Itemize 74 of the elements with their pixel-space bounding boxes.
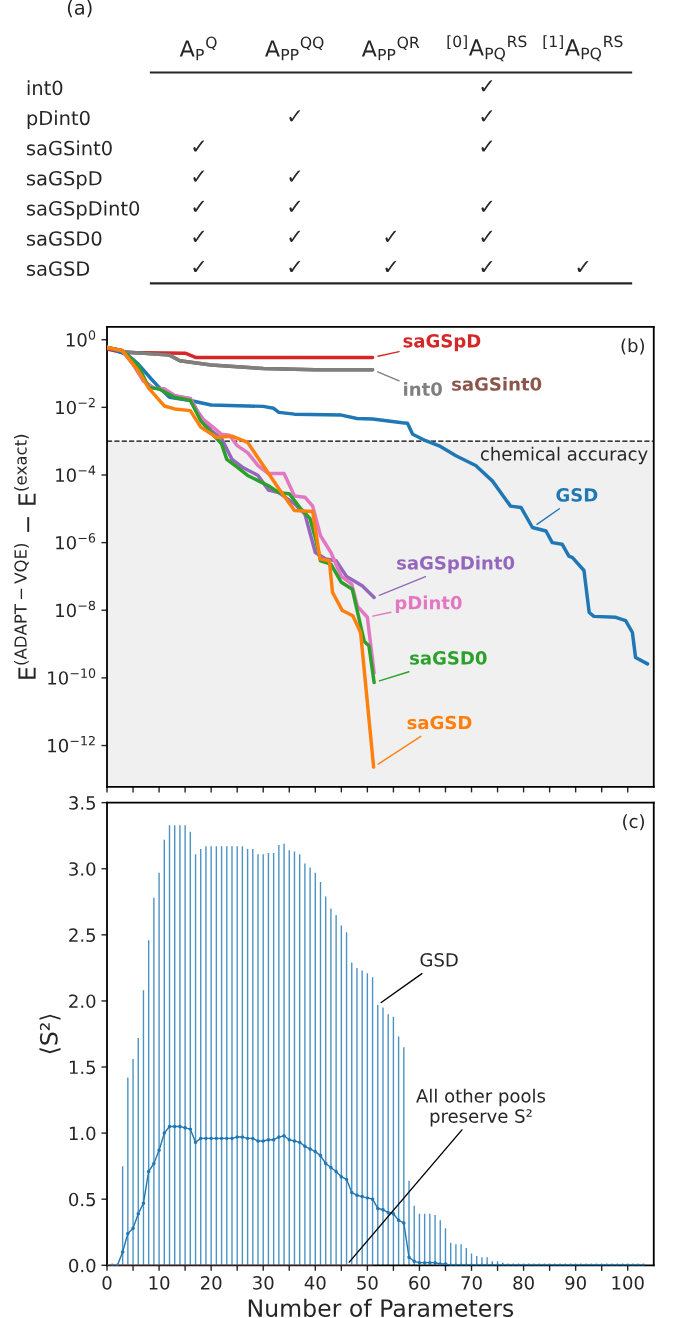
category-label: $^{[1]}$A$_{PQ}$$^{RS}$ [543, 35, 623, 62]
x-tick-label: 70 [461, 1276, 482, 1290]
x-axis-title: Number of Parameters [248, 1298, 514, 1317]
x-tick-label: 20 [200, 1276, 222, 1290]
category-label: pDint0 [27, 110, 90, 130]
text: ✓ [193, 140, 205, 152]
text: ✓ [289, 230, 301, 242]
text: ✓ [289, 200, 301, 212]
text: ✓ [289, 110, 301, 122]
y-tick-label: 2.5 [69, 928, 96, 942]
text: saGSD [407, 715, 472, 730]
ref-line-label: chemical accuracy [480, 446, 648, 465]
x-tick-label: 90 [565, 1276, 586, 1290]
legend-label: int0 [404, 381, 442, 396]
y-tick-label: 0.5 [69, 1192, 96, 1207]
category-label: A$_{P}$$^{Q}$ [179, 36, 217, 61]
text: ✓ [481, 80, 493, 92]
text: (c) [623, 814, 644, 831]
legend-label: pDint0 [395, 595, 462, 614]
y-tick-label: 10$^{−6}$ [56, 533, 96, 550]
text: ✓ [481, 260, 493, 273]
y-tick-label: 1.5 [69, 1060, 96, 1075]
text: (a) [67, 0, 92, 18]
y-tick-label: 2.0 [69, 994, 96, 1009]
y-tick-label: 3.0 [69, 862, 96, 876]
category-label: saGSpD [26, 170, 102, 190]
y-tick-label: 0.0 [69, 1258, 96, 1273]
x-tick-label: 50 [357, 1276, 378, 1290]
y-tick-label: 10$^{−8}$ [56, 600, 96, 618]
series-label: GSD [556, 488, 598, 502]
text: ✓ [289, 260, 301, 273]
series-label: saGSpDint0 [397, 555, 515, 574]
y-tick-label: 10$^{−4}$ [56, 465, 96, 482]
category-label: saGSD0 [26, 231, 102, 246]
x-tick-label: 10 [149, 1276, 170, 1290]
category-label: saGSD [26, 261, 90, 276]
text: ✓ [193, 170, 205, 182]
text: ✓ [193, 260, 205, 273]
text: ✓ [385, 260, 397, 273]
y-tick-label: 10$^{−2}$ [56, 397, 95, 415]
x-tick-label: 0 [102, 1276, 112, 1290]
x-tick-label: 60 [409, 1276, 430, 1290]
text: ✓ [481, 140, 493, 152]
x-tick-label: 30 [253, 1276, 274, 1290]
text: saGSint0 [452, 376, 542, 391]
category-label: $^{[0]}$A$_{PQ}$$^{RS}$ [447, 35, 527, 62]
legend-label: saGSpD [403, 333, 481, 352]
text: saGSD0 [410, 651, 487, 665]
category-label: saGSint0 [26, 140, 112, 156]
x-tick-label: 40 [304, 1276, 326, 1290]
text: (b) [621, 338, 644, 355]
category-label: A$_{PP}$$^{QR}$ [361, 36, 420, 61]
y-axis-title: ⟨S²⟩ [39, 1014, 61, 1054]
y-tick-label: 10$^{−12}$ [48, 735, 95, 753]
y-tick-label: 1.0 [69, 1126, 96, 1141]
y-tick-label: 10$^{0}$ [66, 330, 96, 347]
text: ✓ [385, 230, 397, 242]
category-label: int0 [27, 80, 63, 96]
text: ✓ [193, 230, 205, 242]
y-tick-label: 10$^{−10}$ [48, 668, 96, 685]
x-tick-label: 80 [513, 1276, 534, 1290]
annotation: GSD [420, 953, 458, 967]
text: ✓ [481, 110, 493, 122]
annotation: All other pools preserve S² [416, 1088, 546, 1127]
text: ✓ [481, 230, 493, 242]
y-tick-label: 3.5 [69, 796, 96, 810]
text: ✓ [577, 260, 589, 273]
category-label: saGSpDint0 [26, 200, 140, 220]
category-label: A$_{PP}$$^{QQ}$ [265, 36, 324, 61]
y-axis-title: E$^{(ADAPT−VQE)}$ − E$^{(exact)}$ [14, 434, 36, 679]
x-tick-label: 100 [612, 1276, 644, 1290]
text: ✓ [481, 200, 493, 212]
text: ✓ [289, 170, 301, 182]
text: ✓ [193, 200, 205, 212]
